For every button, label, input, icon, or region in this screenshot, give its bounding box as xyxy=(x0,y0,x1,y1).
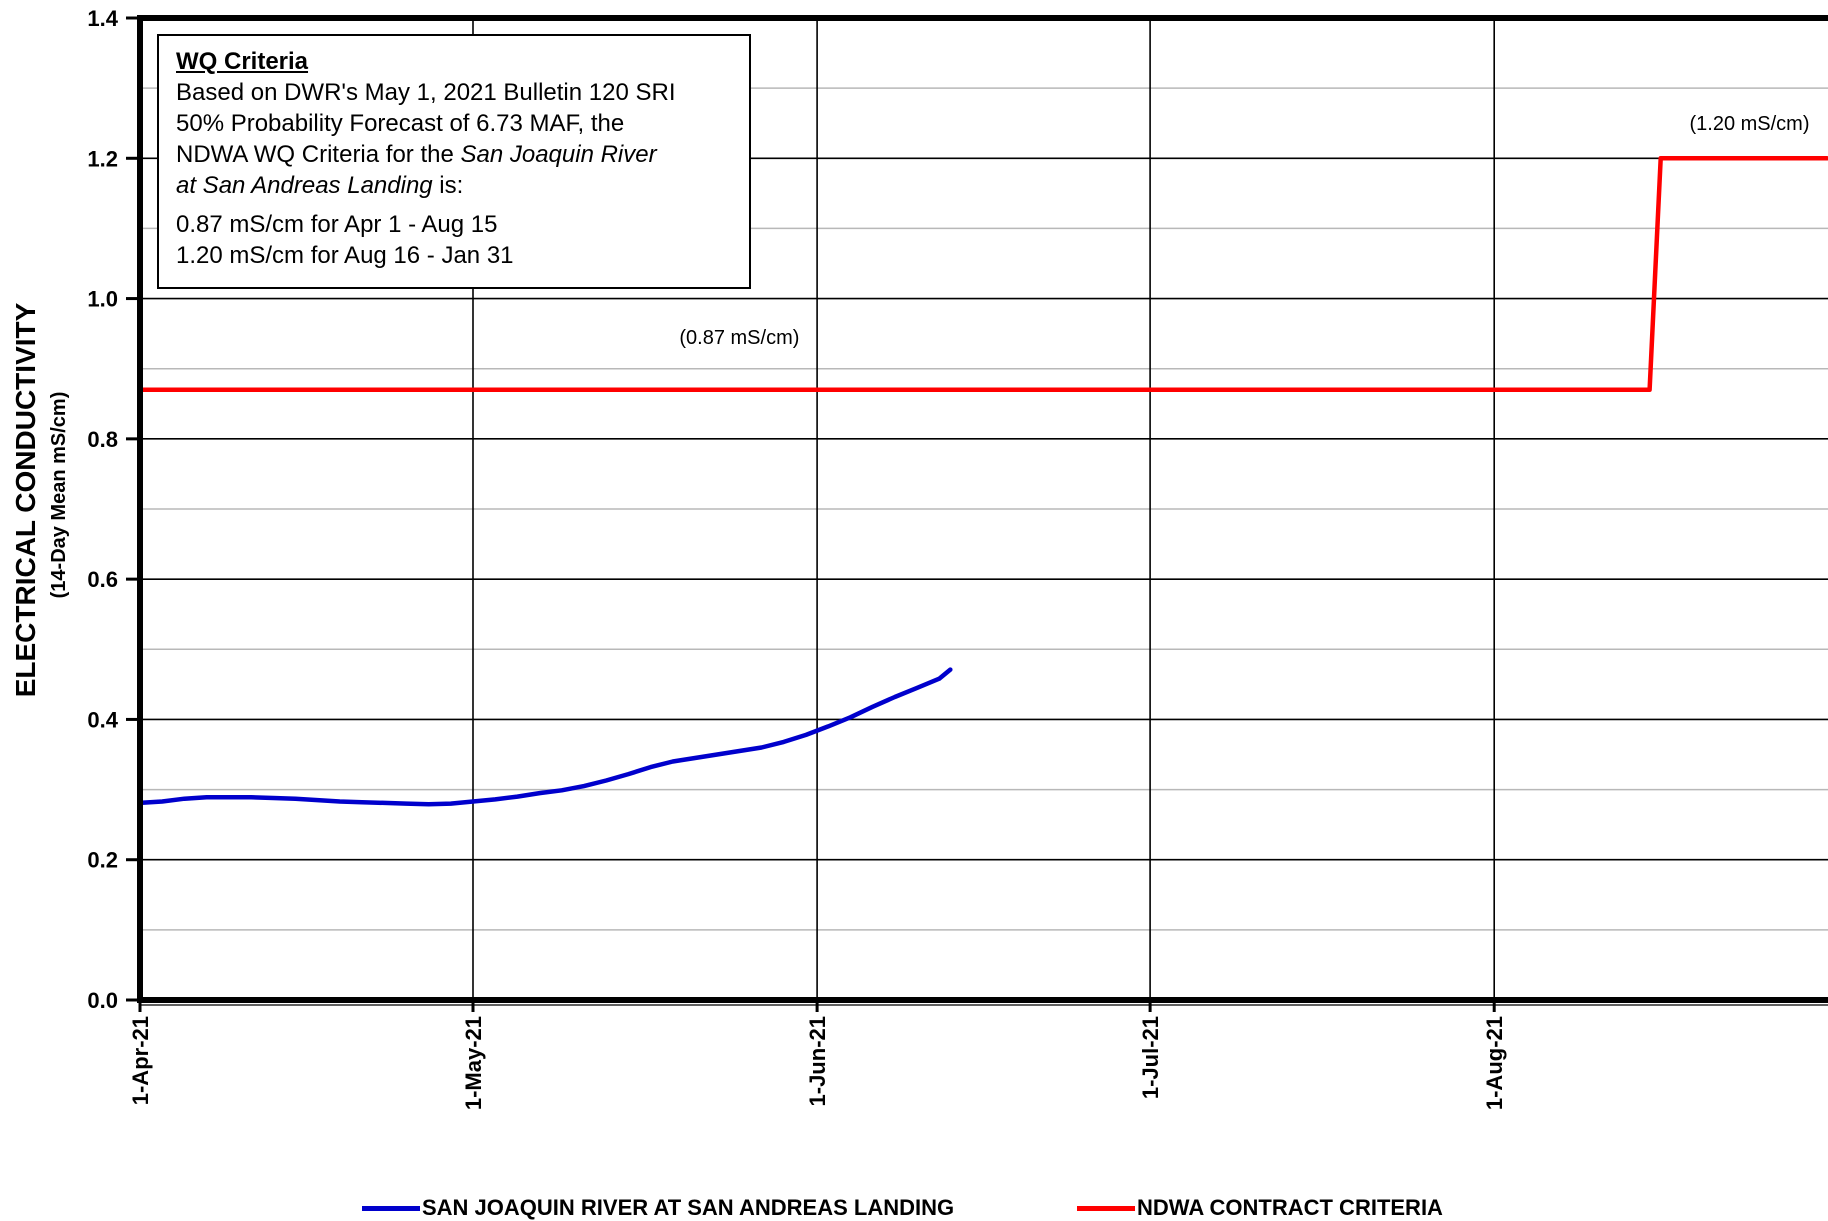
y-tick-labels: 0.0 0.2 0.4 0.6 0.8 1.0 1.2 1.4 xyxy=(87,6,118,1013)
x-tick-label: 1-Apr-21 xyxy=(128,1016,153,1105)
legend-label-criteria: NDWA CONTRACT CRITERIA xyxy=(1137,1195,1443,1220)
axes-layer xyxy=(126,15,1828,1012)
criteria-value-annotation: (1.20 mS/cm) xyxy=(1689,113,1809,135)
legend-label-river: SAN JOAQUIN RIVER AT SAN ANDREAS LANDING xyxy=(422,1195,955,1220)
legend-swatch-river xyxy=(362,1205,420,1211)
y-tick-label: 1.0 xyxy=(87,287,118,312)
x-tick-label: 1-May-21 xyxy=(461,1016,486,1110)
y-tick-label: 0.8 xyxy=(87,427,118,452)
criteria-value-annotation: (0.87 mS/cm) xyxy=(679,327,799,349)
criteria-line-6: 1.20 mS/cm for Aug 16 - Jan 31 xyxy=(176,242,514,269)
y-tick-label: 0.0 xyxy=(87,988,118,1013)
legend-item-criteria: NDWA CONTRACT CRITERIA xyxy=(1077,1195,1443,1220)
legend-item-river: SAN JOAQUIN RIVER AT SAN ANDREAS LANDING xyxy=(362,1195,955,1220)
y-tick-label: 0.6 xyxy=(87,567,118,592)
x-tick-label: 1-Jun-21 xyxy=(805,1016,830,1106)
criteria-title: WQ Criteria xyxy=(176,48,309,75)
wq-criteria-box: WQ Criteria Based on DWR's May 1, 2021 B… xyxy=(157,34,751,289)
criteria-spacer xyxy=(176,201,732,209)
criteria-line-3-prefix: NDWA WQ Criteria for the xyxy=(176,141,461,168)
y-tick-label: 1.2 xyxy=(87,146,118,171)
x-tick-label: 1-Aug-21 xyxy=(1482,1016,1507,1110)
x-tick-labels: 1-Apr-21 1-May-21 1-Jun-21 1-Jul-21 1-Aug-21 xyxy=(128,1016,1507,1110)
y-axis-title: ELECTRICAL CONDUCTIVITY xyxy=(10,302,41,697)
criteria-line-4-suffix: is: xyxy=(432,172,464,199)
x-tick-label: 1-Jul-21 xyxy=(1138,1016,1163,1099)
y-axis-subtitle: (14-Day Mean mS/cm) xyxy=(48,392,70,599)
criteria-location-name: at San Andreas Landing xyxy=(176,172,433,199)
y-tick-label: 0.2 xyxy=(87,848,118,873)
series-layer xyxy=(137,156,1828,807)
series-line-criteria xyxy=(137,156,1828,393)
criteria-line-2: 50% Probability Forecast of 6.73 MAF, th… xyxy=(176,110,625,137)
annotations: (0.87 mS/cm) (1.20 mS/cm) xyxy=(679,113,1809,349)
legend-swatch-criteria xyxy=(1077,1205,1135,1211)
y-tick-label: 0.4 xyxy=(87,707,118,732)
criteria-line-5: 0.87 mS/cm for Apr 1 - Aug 15 xyxy=(176,211,498,238)
series-line-river xyxy=(137,667,953,807)
criteria-line-4: at San Andreas Landing is: xyxy=(176,170,732,201)
y-tick-label: 1.4 xyxy=(87,6,118,31)
criteria-river-name: San Joaquin River xyxy=(460,141,657,168)
criteria-line-1: Based on DWR's May 1, 2021 Bulletin 120 … xyxy=(176,79,676,106)
criteria-line-3: NDWA WQ Criteria for the San Joaquin Riv… xyxy=(176,139,732,170)
